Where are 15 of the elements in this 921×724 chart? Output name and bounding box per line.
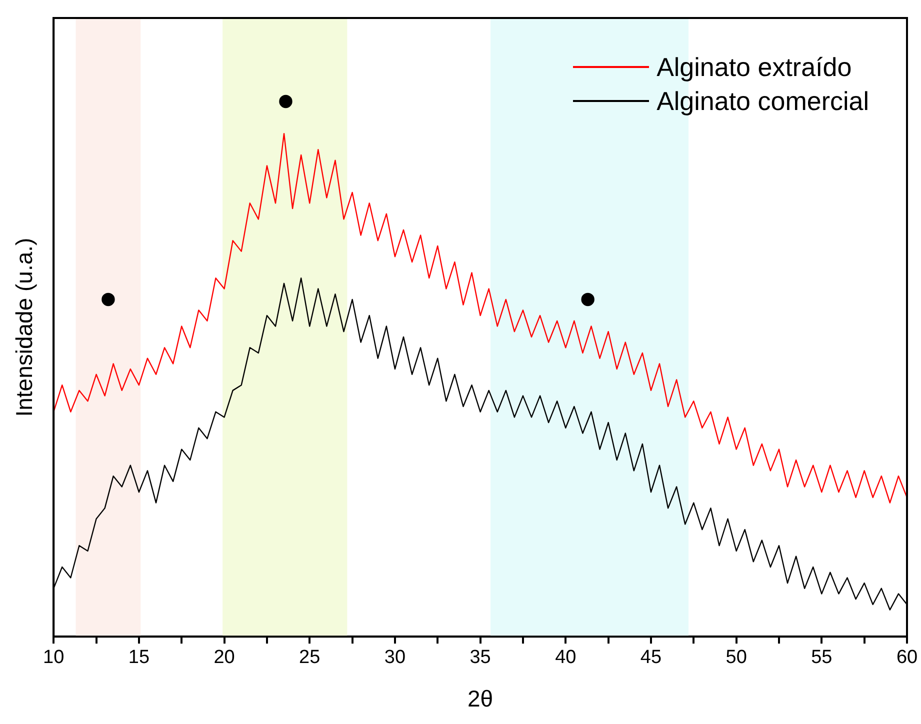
legend-label: Alginato comercial (656, 85, 869, 118)
x-tick-label: 10 (43, 647, 64, 668)
x-tick-label: 15 (128, 647, 150, 668)
x-tick-label: 25 (299, 647, 320, 668)
x-tick-label: 30 (384, 647, 406, 668)
x-tick-label: 45 (640, 647, 662, 668)
x-tick-label: 20 (214, 647, 235, 668)
x-tick-label: 60 (896, 647, 918, 668)
x-tick-label: 55 (811, 647, 832, 668)
x-tick-label: 35 (470, 647, 491, 668)
x-axis-title: 2θ (468, 686, 494, 712)
legend-label: Alginato extraído (656, 51, 852, 84)
y-axis-title: Intensidade (u.a.) (11, 238, 38, 417)
x-tick-label: 50 (726, 647, 747, 668)
x-tick-label: 40 (555, 647, 576, 668)
